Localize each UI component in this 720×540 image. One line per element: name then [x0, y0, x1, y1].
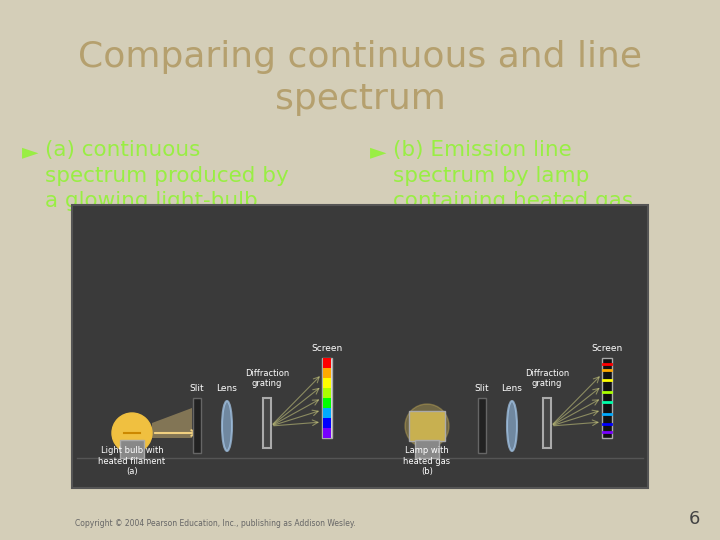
Bar	[120, 440, 144, 458]
Ellipse shape	[507, 401, 517, 451]
Circle shape	[405, 404, 449, 448]
Text: Comparing continuous and line
spectrum: Comparing continuous and line spectrum	[78, 40, 642, 116]
Text: (b) Emission line
spectrum by lamp
containing heated gas: (b) Emission line spectrum by lamp conta…	[393, 140, 633, 211]
FancyBboxPatch shape	[72, 205, 648, 488]
Text: Lamp with
heated gas
(b): Lamp with heated gas (b)	[403, 446, 451, 476]
Bar	[543, 398, 551, 448]
Bar	[323, 377, 331, 388]
Bar	[263, 398, 271, 448]
Text: Light bulb with
heated filament
(a): Light bulb with heated filament (a)	[99, 446, 166, 476]
Bar	[193, 398, 201, 453]
Bar	[323, 417, 331, 428]
Text: Slit: Slit	[189, 384, 204, 393]
Bar	[415, 440, 439, 458]
Bar	[323, 368, 331, 378]
Text: Lens: Lens	[502, 384, 523, 393]
Bar	[602, 358, 612, 438]
Bar	[322, 358, 332, 438]
Text: Screen: Screen	[591, 344, 623, 353]
Text: ►: ►	[370, 142, 387, 162]
Text: Diffraction
grating: Diffraction grating	[525, 369, 569, 388]
Text: ►: ►	[22, 142, 38, 162]
Text: Diffraction
grating: Diffraction grating	[245, 369, 289, 388]
Bar	[323, 428, 331, 438]
Text: Slit: Slit	[474, 384, 490, 393]
Bar	[409, 411, 445, 441]
Polygon shape	[152, 408, 192, 438]
Text: 6: 6	[688, 510, 700, 528]
Text: (a) continuous
spectrum produced by
a glowing light-bulb: (a) continuous spectrum produced by a gl…	[45, 140, 289, 211]
Bar	[323, 408, 331, 418]
Circle shape	[112, 413, 152, 453]
Bar	[323, 388, 331, 398]
Text: Screen: Screen	[311, 344, 343, 353]
Ellipse shape	[222, 401, 232, 451]
Text: Lens: Lens	[217, 384, 238, 393]
Bar	[323, 397, 331, 408]
Text: Copyright © 2004 Pearson Education, Inc., publishing as Addison Wesley.: Copyright © 2004 Pearson Education, Inc.…	[75, 519, 356, 528]
Bar	[478, 398, 486, 453]
Bar	[323, 357, 331, 368]
